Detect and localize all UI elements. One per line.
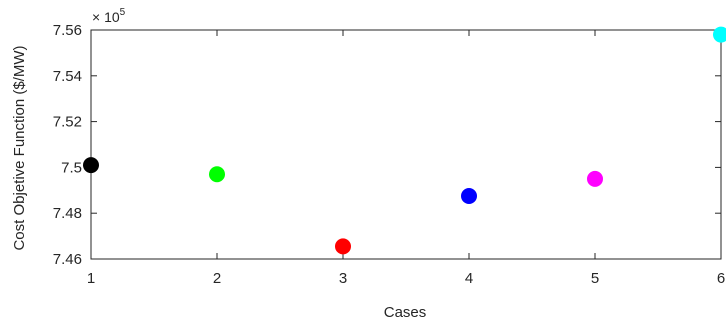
y-axis-label: Cost Objetive Function ($/MW)	[11, 45, 28, 250]
y-tick-label: 7.48	[53, 205, 82, 222]
x-axis-ticks: 1 2 3 4 5 6	[87, 30, 725, 287]
y-tick-label: 7.52	[53, 114, 82, 131]
data-point	[83, 157, 99, 174]
x-tick-label: 2	[213, 270, 221, 287]
data-points	[83, 26, 726, 255]
y-axis-ticks: 7.46 7.48 7.5 7.52 7.54 7.56	[53, 22, 721, 268]
x-tick-label: 4	[465, 270, 473, 287]
plot-area	[90, 29, 722, 260]
y-tick-label: 7.54	[53, 68, 82, 85]
plot-frame	[90, 29, 722, 260]
y-tick-label: 7.5	[61, 159, 82, 176]
y-tick-label: 7.46	[53, 251, 82, 268]
data-point	[461, 188, 477, 205]
y-tick-label: 7.56	[53, 22, 82, 39]
data-point	[335, 238, 351, 255]
data-point	[587, 170, 603, 187]
x-tick-label: 1	[87, 270, 95, 287]
x-tick-label: 6	[717, 270, 725, 287]
x-axis-label: Cases	[384, 304, 427, 321]
x-tick-label: 3	[339, 270, 347, 287]
y-axis-exponent-label: × 105	[92, 7, 126, 25]
data-point	[209, 166, 225, 183]
data-point	[713, 26, 726, 43]
x-tick-label: 5	[591, 270, 599, 287]
